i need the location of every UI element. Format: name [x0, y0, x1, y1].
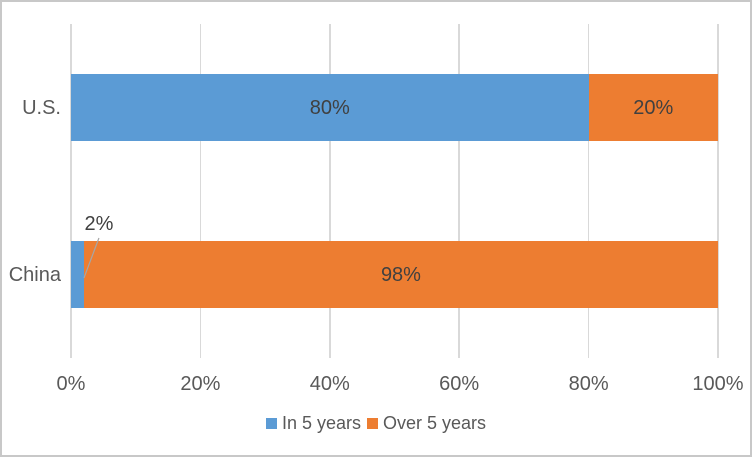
legend-label: In 5 years — [281, 412, 361, 433]
bar-segment[interactable] — [71, 241, 84, 308]
x-axis-tick-label: 100% — [692, 373, 744, 395]
legend-item[interactable]: In 5 years — [265, 412, 361, 434]
legend-swatch-icon — [367, 417, 378, 429]
chart-legend: In 5 years Over 5 years — [0, 410, 752, 436]
data-label: 20% — [633, 96, 674, 119]
bar-segment[interactable] — [588, 74, 718, 141]
bar-segment[interactable] — [83, 241, 718, 308]
x-axis-tick-label: 80% — [568, 373, 609, 395]
x-axis-tick-label: 40% — [309, 373, 350, 395]
gridline — [329, 24, 331, 358]
legend-item[interactable]: Over 5 years — [367, 413, 486, 434]
legend-label: Over 5 years — [383, 412, 487, 433]
x-axis-tick-label: 60% — [439, 373, 480, 395]
data-label: 2% — [84, 213, 114, 235]
gridline — [199, 24, 202, 358]
gridline — [587, 24, 590, 358]
data-label: 80% — [309, 96, 350, 119]
category-label: China — [8, 263, 61, 286]
x-axis-tick-label: 0% — [56, 373, 86, 395]
bar-segment[interactable] — [71, 74, 589, 141]
legend-swatch-icon — [265, 417, 277, 429]
data-label: 98% — [380, 263, 421, 286]
x-axis-tick-label: 20% — [180, 373, 221, 395]
category-label: U.S. — [22, 96, 61, 119]
gridline — [717, 24, 719, 358]
gridline — [70, 24, 72, 358]
gridline — [458, 24, 460, 358]
